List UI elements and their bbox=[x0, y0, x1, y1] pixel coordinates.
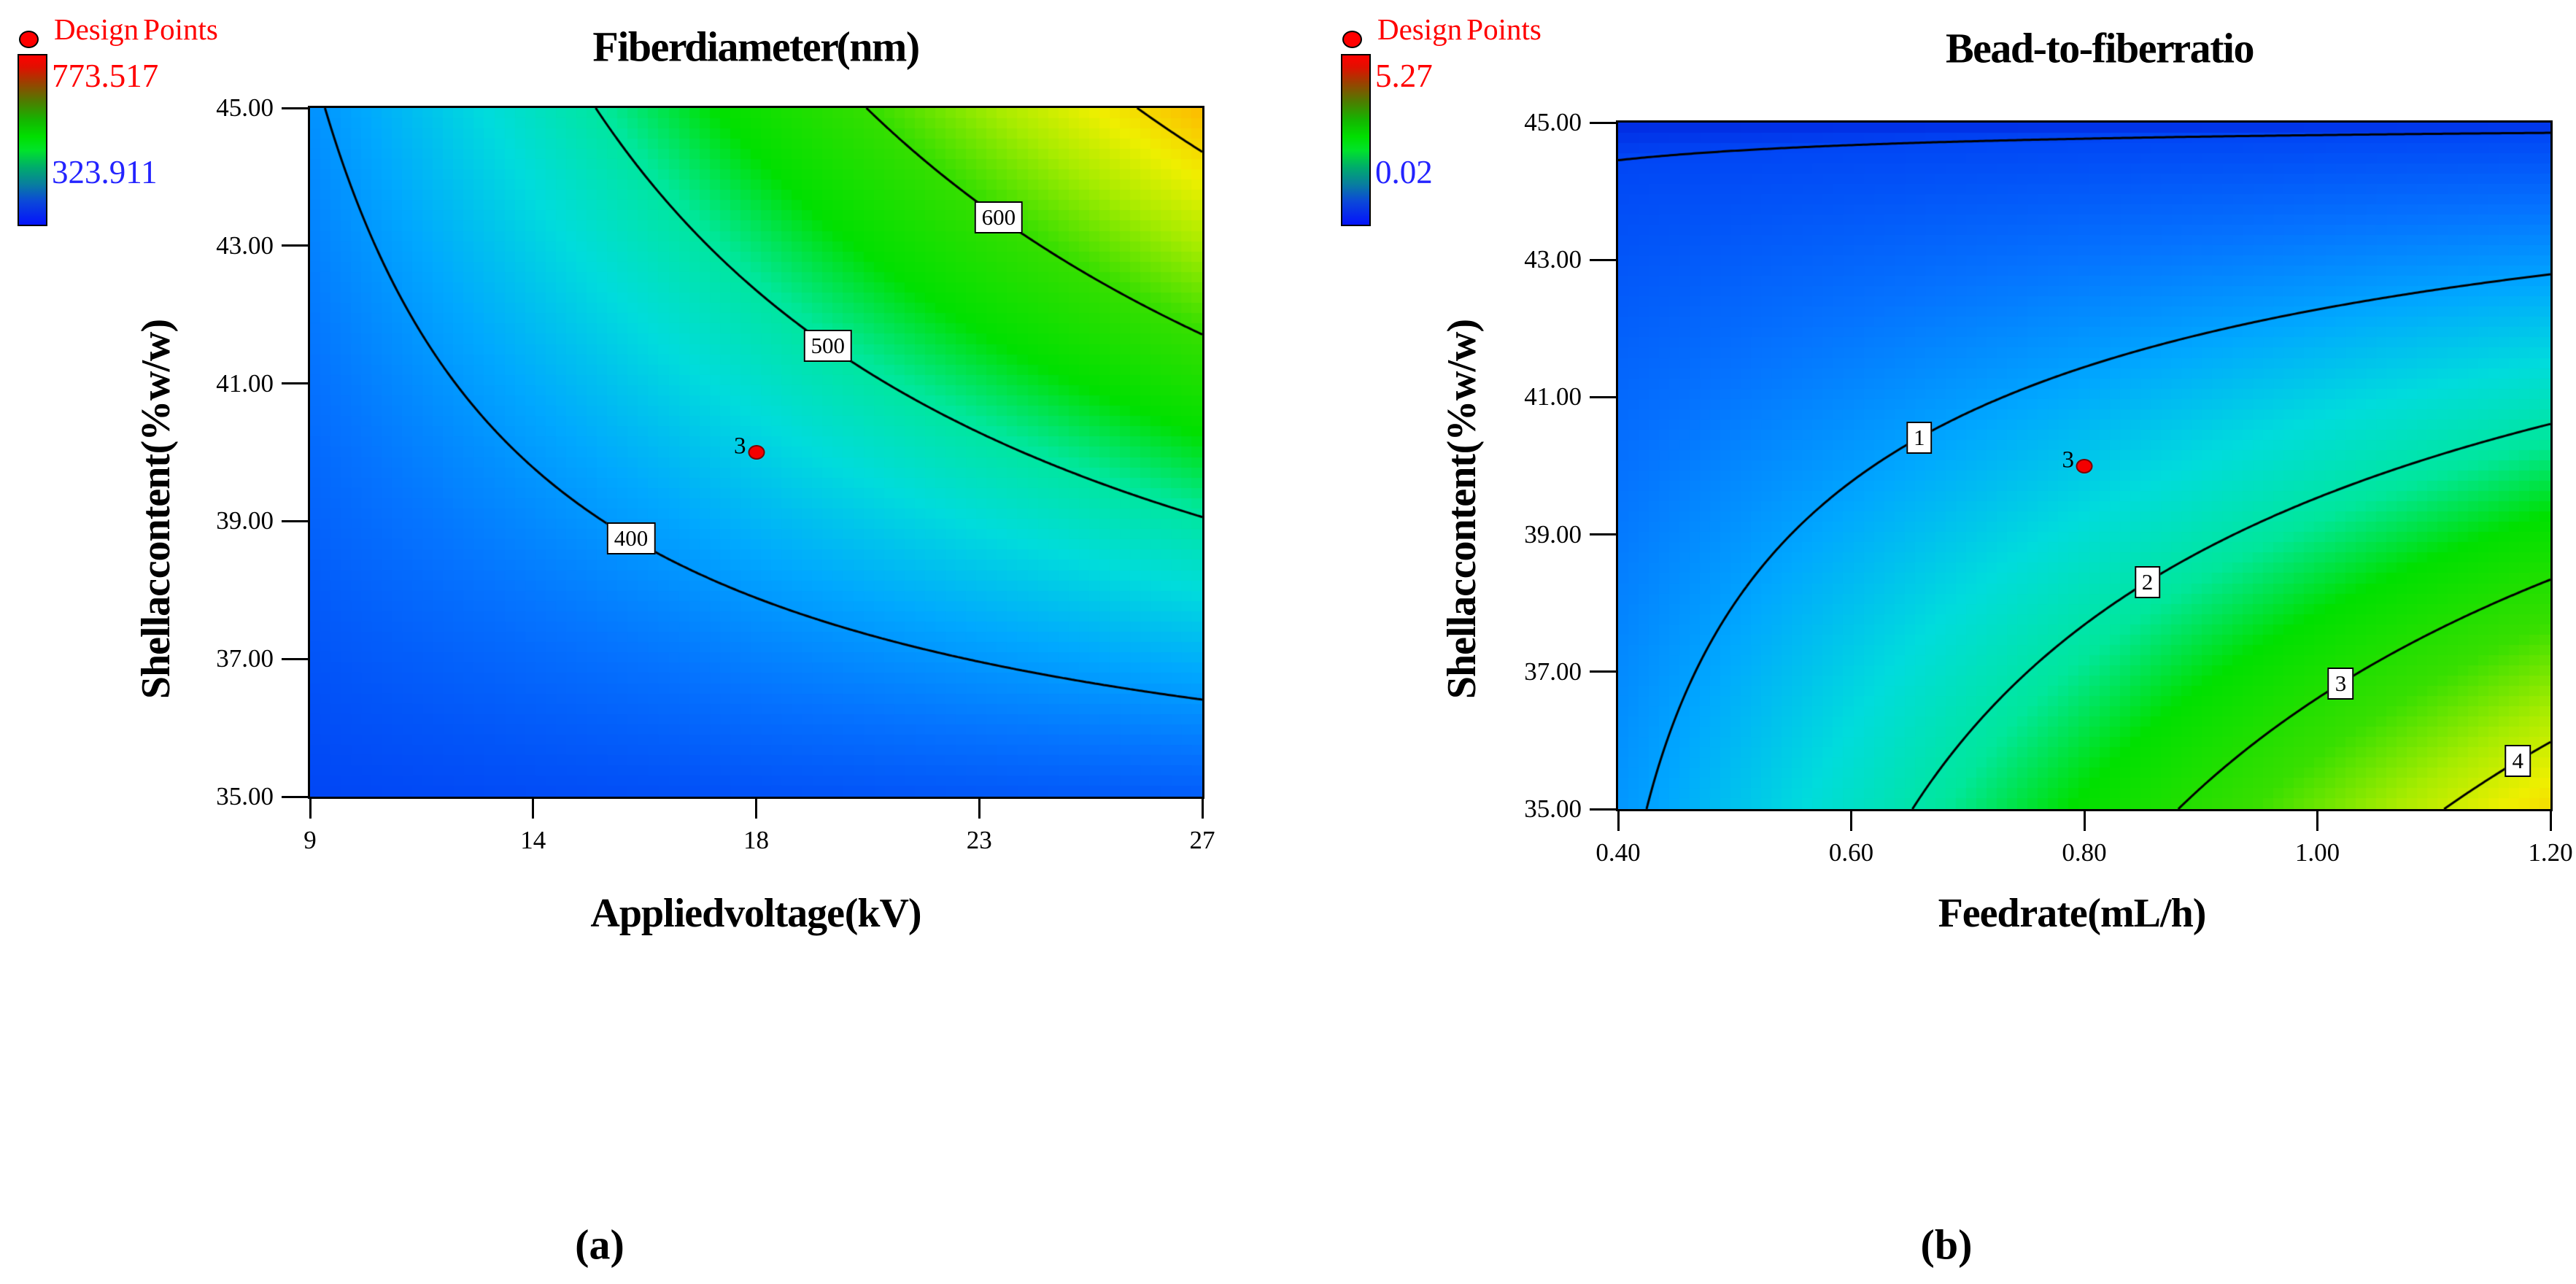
y-axis-tick bbox=[282, 107, 308, 109]
design-points-label: Design Points bbox=[54, 12, 218, 46]
plot-title-a: Fiber diameter (nm) bbox=[592, 23, 920, 71]
color-scale-bar bbox=[1341, 54, 1371, 226]
y-axis-tick-label: 41.00 bbox=[1524, 382, 1582, 411]
design-point-legend-icon bbox=[19, 31, 39, 48]
y-axis-tick bbox=[1590, 670, 1616, 673]
x-axis-tick bbox=[1201, 799, 1204, 819]
x-axis-title-b: Feed rate (mL/h) bbox=[1938, 891, 2207, 936]
y-axis-tick-label: 41.00 bbox=[216, 368, 274, 398]
design-points-label: Design Points bbox=[1377, 12, 1542, 46]
contour-label: 4 bbox=[2505, 745, 2531, 778]
caption-a: (a) bbox=[575, 1221, 624, 1269]
x-axis-tick-label: 23 bbox=[966, 826, 992, 854]
y-axis-tick-label: 39.00 bbox=[1524, 519, 1582, 549]
y-axis-tick bbox=[282, 244, 308, 247]
contour-label: 400 bbox=[606, 522, 656, 554]
x-axis-tick-label: 0.60 bbox=[1828, 838, 1874, 867]
design-point-count: 3 bbox=[2062, 446, 2075, 473]
color-scale-min: 323.911 bbox=[52, 154, 158, 190]
x-axis-tick bbox=[1850, 811, 1852, 831]
x-axis-tick-label: 14 bbox=[520, 826, 546, 854]
x-axis-tick bbox=[2083, 811, 2086, 831]
design-point bbox=[2076, 458, 2093, 473]
x-axis-tick bbox=[755, 799, 757, 819]
design-point-count: 3 bbox=[734, 433, 746, 460]
legend-b: Design Points 5.27 0.02 bbox=[1341, 12, 1647, 252]
y-axis-tick-label: 39.00 bbox=[216, 506, 274, 535]
x-axis-title-a: Applied voltage (kV) bbox=[590, 891, 921, 936]
y-axis-tick-label: 35.00 bbox=[216, 782, 274, 811]
color-scale-max: 773.517 bbox=[52, 58, 159, 94]
x-axis-tick-label: 27 bbox=[1189, 826, 1215, 854]
contour-label: 500 bbox=[803, 329, 852, 362]
y-axis-tick bbox=[1590, 121, 1616, 124]
y-axis-tick bbox=[282, 657, 308, 660]
x-axis-tick bbox=[2549, 811, 2552, 831]
x-axis-tick bbox=[978, 799, 980, 819]
y-axis-tick-label: 45.00 bbox=[216, 93, 274, 122]
contour-label: 3 bbox=[2327, 667, 2354, 700]
y-axis-tick-label: 43.00 bbox=[216, 231, 274, 260]
y-axis-tick bbox=[282, 795, 308, 798]
y-axis-tick bbox=[282, 519, 308, 522]
x-axis-tick-label: 9 bbox=[303, 826, 317, 854]
design-point-legend-icon bbox=[1342, 31, 1362, 48]
y-axis-tick bbox=[1590, 808, 1616, 811]
y-axis-tick bbox=[1590, 533, 1616, 536]
y-axis-tick bbox=[1590, 395, 1616, 398]
contour-plot-a bbox=[308, 106, 1204, 799]
y-axis-tick bbox=[1590, 258, 1616, 261]
design-point bbox=[748, 445, 765, 460]
x-axis-tick-label: 1.20 bbox=[2528, 838, 2573, 867]
y-axis-tick-label: 35.00 bbox=[1524, 794, 1582, 823]
y-axis-tick-label: 37.00 bbox=[1524, 657, 1582, 686]
x-axis-tick-label: 1.00 bbox=[2294, 838, 2340, 867]
contour-label: 600 bbox=[974, 201, 1024, 234]
legend-a: Design Points 773.517 323.911 bbox=[18, 12, 324, 252]
x-axis-tick-label: 18 bbox=[743, 826, 769, 854]
x-axis-tick bbox=[309, 799, 312, 819]
y-axis-tick-label: 43.00 bbox=[1524, 245, 1582, 274]
x-axis-tick-label: 0.80 bbox=[2062, 838, 2107, 867]
x-axis-tick-label: 0.40 bbox=[1596, 838, 1641, 867]
color-scale-min: 0.02 bbox=[1375, 154, 1433, 190]
y-axis-tick-label: 37.00 bbox=[216, 644, 274, 673]
x-axis-tick bbox=[532, 799, 535, 819]
caption-b: (b) bbox=[1920, 1221, 1973, 1269]
plot-title-b: Bead-to-fiber ratio bbox=[1945, 24, 2255, 72]
y-axis-title-b: Shellac content (% w/w) bbox=[1439, 319, 1485, 700]
y-axis-tick-label: 45.00 bbox=[1524, 108, 1582, 136]
contour-label: 2 bbox=[2134, 565, 2161, 598]
contour-label: 1 bbox=[1906, 421, 1933, 454]
color-scale-bar bbox=[18, 54, 47, 226]
color-scale-max: 5.27 bbox=[1375, 58, 1433, 94]
x-axis-tick bbox=[2316, 811, 2318, 831]
y-axis-tick bbox=[282, 382, 308, 385]
contour-plot-b bbox=[1616, 120, 2553, 811]
x-axis-tick bbox=[1617, 811, 1620, 831]
